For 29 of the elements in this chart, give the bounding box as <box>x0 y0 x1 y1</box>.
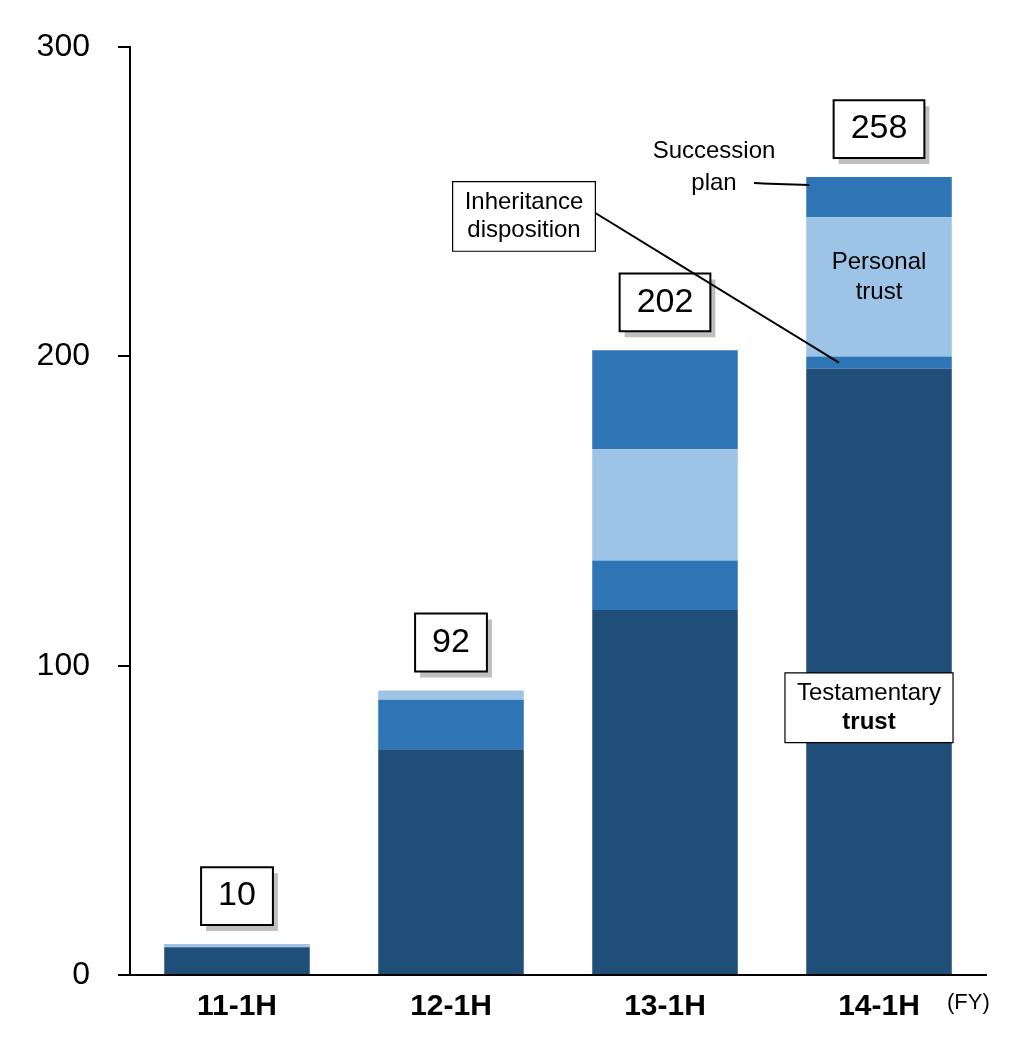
y-tick-label: 0 <box>72 954 90 991</box>
x-tick-label: 13-1H <box>624 988 706 1022</box>
series-label: Personal trust <box>831 246 927 304</box>
bar <box>592 610 738 974</box>
x-axis-title: (FY) <box>947 989 990 1015</box>
series-label: Testamentary trust <box>796 677 942 734</box>
x-tick-label: 14-1H <box>838 988 920 1022</box>
total-label: 258 <box>850 107 908 146</box>
x-tick-label: 11-1H <box>196 988 278 1022</box>
bar <box>378 690 524 700</box>
bar <box>806 356 952 369</box>
series-label: Succession plan <box>652 135 776 195</box>
total-label: 92 <box>432 620 470 659</box>
bar <box>378 749 524 974</box>
y-tick-label: 200 <box>36 336 90 373</box>
bar <box>378 699 524 750</box>
bar <box>592 350 738 450</box>
bar <box>164 944 310 948</box>
total-label: 202 <box>636 280 694 319</box>
total-label: 10 <box>218 874 256 913</box>
y-tick-label: 300 <box>36 27 90 64</box>
bar <box>164 947 310 974</box>
text: Inheritance disposition <box>464 186 584 243</box>
bar <box>806 177 952 218</box>
x-tick-label: 12-1H <box>410 988 492 1022</box>
bar <box>806 217 952 357</box>
y-tick-label: 100 <box>36 645 90 682</box>
bar <box>592 560 738 611</box>
bar <box>592 449 738 561</box>
